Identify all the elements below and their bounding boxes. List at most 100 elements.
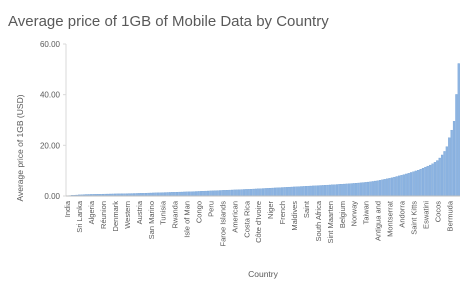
- y-tick-label: 60.00: [40, 40, 61, 49]
- bar: [300, 186, 303, 197]
- x-tick-label: Taiwan: [362, 201, 371, 224]
- y-axis-label: Average price of 1GB (USD): [15, 94, 25, 201]
- bar: [257, 188, 260, 197]
- bar: [419, 168, 422, 197]
- bar: [450, 129, 453, 197]
- bar: [426, 165, 429, 197]
- bar: [214, 190, 217, 197]
- bar: [386, 178, 389, 197]
- bar: [252, 188, 255, 197]
- bar: [285, 187, 288, 197]
- bar: [211, 190, 214, 197]
- bar: [238, 189, 241, 197]
- x-tick-label: Austria: [135, 200, 144, 224]
- bar: [173, 192, 176, 197]
- x-tick-label: Saint: [302, 200, 311, 218]
- bar: [283, 187, 286, 197]
- bar: [347, 183, 351, 197]
- bar: [288, 186, 291, 197]
- bar: [345, 183, 348, 197]
- bar: [340, 184, 343, 197]
- bar: [266, 188, 269, 197]
- bar: [398, 175, 401, 197]
- x-tick-label: Belgium: [338, 201, 347, 228]
- bar: [321, 185, 324, 197]
- x-tick-label: Réunion: [99, 201, 108, 229]
- bar: [245, 189, 248, 197]
- bar: [326, 184, 329, 197]
- bar: [221, 190, 224, 197]
- x-tick-label: French: [278, 201, 287, 224]
- bar: [312, 185, 315, 197]
- bar: [414, 170, 417, 197]
- x-tick-label: San Marino: [147, 201, 156, 239]
- bar: [335, 184, 339, 197]
- bar: [276, 187, 279, 197]
- bar: [242, 189, 246, 197]
- bar: [402, 174, 405, 197]
- bar: [309, 185, 312, 197]
- bar: [183, 191, 186, 197]
- bar: [290, 186, 293, 197]
- x-tick-label: Saint Kitts: [409, 201, 418, 235]
- bar: [307, 185, 310, 197]
- x-tick-label: India: [63, 200, 72, 217]
- bar: [280, 187, 284, 197]
- bar: [331, 184, 334, 197]
- bar: [359, 182, 363, 197]
- bar: [171, 192, 174, 197]
- bar: [323, 185, 327, 197]
- x-axis-label: Country: [248, 269, 279, 279]
- bar: [192, 191, 195, 197]
- bar: [261, 188, 265, 197]
- bar: [407, 173, 410, 197]
- bar: [443, 151, 446, 197]
- bar: [409, 172, 413, 197]
- bar: [259, 188, 262, 197]
- bar: [264, 188, 267, 197]
- bar: [369, 181, 372, 197]
- bar: [197, 191, 200, 197]
- bar: [393, 176, 396, 197]
- bar: [187, 191, 191, 197]
- bar: [357, 182, 360, 197]
- bar: [233, 189, 236, 197]
- bar: [319, 185, 322, 197]
- bar: [364, 182, 367, 197]
- x-tick-label: Norway: [350, 201, 359, 227]
- y-tick-label: 0.00: [44, 192, 60, 201]
- bar: [228, 189, 231, 197]
- bar: [302, 186, 305, 197]
- x-tick-label: Costa Rica: [242, 200, 251, 238]
- bar: [195, 191, 198, 197]
- bar: [445, 146, 448, 197]
- bar: [166, 192, 169, 197]
- x-tick-label: Congo: [195, 201, 204, 223]
- bar: [388, 178, 391, 197]
- bar: [223, 190, 226, 197]
- bar: [405, 173, 408, 197]
- bar: [240, 189, 243, 197]
- chart-title: Average price of 1GB of Mobile Data by C…: [8, 13, 329, 30]
- bar: [202, 191, 205, 197]
- x-tick-label: Sint Maarten: [326, 201, 335, 244]
- x-tick-label: Denmark: [111, 201, 120, 232]
- x-tick-label: Tunisia: [159, 200, 168, 225]
- bar: [338, 184, 341, 197]
- bar: [374, 180, 377, 197]
- bar: [230, 189, 234, 197]
- x-tick-label: Faroe Islands: [218, 201, 227, 247]
- bar: [271, 187, 274, 197]
- x-tick-label: Peru: [206, 201, 215, 217]
- bar: [421, 167, 425, 197]
- bar: [218, 190, 222, 197]
- bar: [185, 191, 188, 197]
- bar: [438, 157, 441, 197]
- bar: [333, 184, 336, 197]
- x-tick-label: South Africa: [314, 200, 323, 241]
- x-tick-label: Rwanda: [171, 200, 180, 228]
- bar: [209, 190, 212, 197]
- x-tick-label: Western: [123, 201, 132, 229]
- bar: [273, 187, 277, 197]
- bar: [429, 164, 432, 197]
